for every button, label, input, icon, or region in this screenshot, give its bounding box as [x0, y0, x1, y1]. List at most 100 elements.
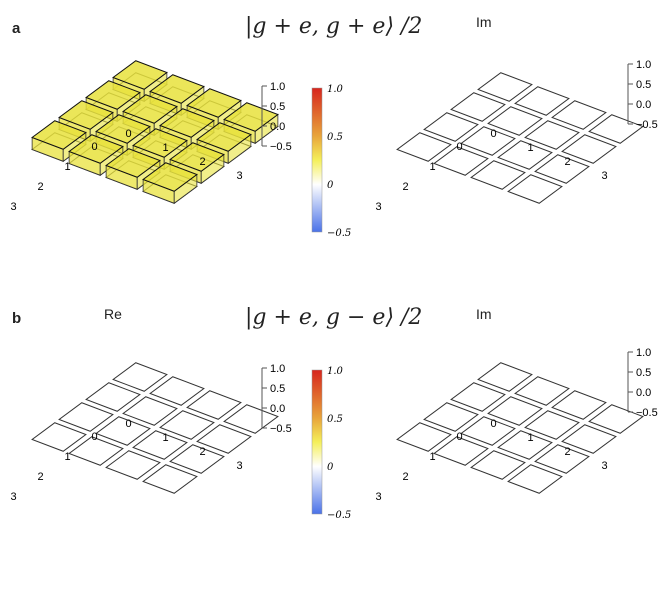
bar-top [196, 122, 252, 152]
z-tick-label: 1.0 [636, 59, 651, 71]
z-tick-label: 1.0 [636, 347, 651, 359]
y-tick-label: 1 [163, 142, 169, 154]
grid-cell [58, 402, 114, 432]
grid-cell [551, 100, 607, 130]
bar-top [159, 108, 215, 138]
bars-a-re [31, 60, 279, 205]
grid-cell [487, 396, 543, 426]
panel-a-right-label: Im [476, 14, 492, 30]
grid-cell [196, 424, 252, 454]
colorbar-tick-label: 1.0 [327, 84, 344, 95]
colorbar-tick-label: −0.5 [327, 510, 351, 521]
y-tick-label: 1 [163, 432, 169, 444]
bar-top [169, 142, 225, 172]
bar-top [58, 100, 114, 130]
bar-top [122, 94, 178, 124]
grid-cell [95, 416, 151, 446]
x-tick-label: 0 [457, 141, 463, 153]
colorbar-a: 1.0 0.5 0 −0.5 [311, 84, 351, 239]
grid-cell [68, 436, 124, 466]
y-tick-label: 0 [126, 418, 132, 430]
bar3d-plot-b-re [31, 362, 279, 494]
x-tick-label: 1 [430, 161, 436, 173]
grid-cell [112, 362, 168, 392]
grid-cell [159, 410, 215, 440]
x-tick-label: 3 [11, 201, 17, 213]
bar3d-plot-b-im [396, 362, 644, 494]
z-tick-label: 0.5 [270, 383, 285, 395]
z-tick-label: 0.0 [636, 99, 651, 111]
grid-cell [534, 154, 590, 184]
grid-cell [223, 404, 279, 434]
bar-top [105, 148, 161, 178]
x-tick-label: 2 [38, 471, 44, 483]
bar-top [95, 114, 151, 144]
x-tick-label: 3 [376, 491, 382, 503]
bar-top [142, 162, 198, 192]
bar-top [132, 128, 188, 158]
y-tick-label: 0 [126, 128, 132, 140]
bar3d-plot-a-im [396, 72, 644, 204]
z-tick-label: 1.0 [270, 363, 285, 375]
x-tick-label: 1 [430, 451, 436, 463]
y-tick-label: 2 [565, 156, 571, 168]
colorbar-b: 1.0 0.5 0 −0.5 [311, 366, 351, 521]
grid-cell [514, 376, 570, 406]
grid-cell [132, 430, 188, 460]
z-tick-label: 0.0 [270, 403, 285, 415]
grid-cell [561, 134, 617, 164]
x-tick-label: 2 [403, 471, 409, 483]
grid-cell [423, 402, 479, 432]
grid-cell [487, 106, 543, 136]
bar-top [186, 88, 242, 118]
z-axis-b-re: 1.0 0.5 0.0 −0.5 0 1 2 3 0 1 2 3 [11, 363, 292, 503]
grid-cell [433, 436, 489, 466]
grid-cell [460, 126, 516, 156]
y-tick-label: 3 [602, 460, 608, 472]
grid-cell [514, 86, 570, 116]
grid-cell [149, 376, 205, 406]
bar-top [112, 60, 168, 90]
z-tick-label: 0.5 [636, 79, 651, 91]
y-tick-label: 2 [200, 446, 206, 458]
z-tick-label: 0.5 [636, 367, 651, 379]
z-tick-label: −0.5 [270, 141, 292, 153]
grid-cell [433, 146, 489, 176]
x-tick-label: 0 [92, 141, 98, 153]
grid-cell [551, 390, 607, 420]
grid-cell [396, 132, 452, 162]
y-tick-label: 0 [491, 418, 497, 430]
colorbar-tick-label: 0 [327, 462, 334, 473]
x-tick-label: 3 [11, 491, 17, 503]
grid-cell [524, 120, 580, 150]
y-tick-label: 3 [237, 460, 243, 472]
panel-title-a: |g + e, g + e⟩ /2 [245, 14, 423, 39]
panel-b-left-label: Re [104, 306, 122, 322]
grid-cell [507, 174, 563, 204]
z-tick-label: −0.5 [270, 423, 292, 435]
bar-top [31, 120, 87, 150]
z-tick-label: 1.0 [270, 81, 285, 93]
colorbar-tick-label: −0.5 [327, 228, 351, 239]
grid-cell [477, 72, 533, 102]
panel-title-b: |g + e, g − e⟩ /2 [245, 305, 423, 330]
colorbar-gradient [311, 87, 323, 233]
z-tick-label: 0.0 [636, 387, 651, 399]
grid-cell [470, 160, 526, 190]
grid-cell [460, 416, 516, 446]
y-tick-label: 3 [237, 170, 243, 182]
grid-cell [142, 464, 198, 494]
grid-cell [507, 464, 563, 494]
grid-cell [524, 410, 580, 440]
bar-top [149, 74, 205, 104]
grid-cell [588, 114, 644, 144]
grid-cell [169, 444, 225, 474]
z-tick-label: 0.5 [270, 101, 285, 113]
y-tick-label: 2 [565, 446, 571, 458]
grid-cell [561, 424, 617, 454]
x-tick-label: 3 [376, 201, 382, 213]
grid-cell [497, 430, 553, 460]
z-axis-b-im: 1.0 0.5 0.0 −0.5 0 1 2 3 0 1 2 3 [376, 347, 658, 503]
